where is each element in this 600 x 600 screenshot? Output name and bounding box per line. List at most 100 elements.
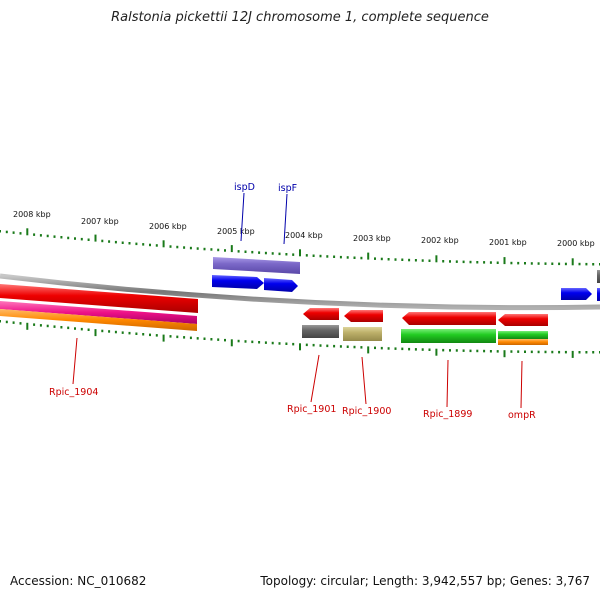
- major-tick: [26, 322, 29, 330]
- major-tick: [571, 258, 574, 266]
- gene-ispf-arrow[interactable]: [264, 278, 298, 292]
- minor-tick: [189, 336, 192, 340]
- minor-tick: [189, 246, 192, 250]
- minor-tick: [483, 349, 486, 353]
- gene-edge-blue-block[interactable]: [597, 288, 600, 301]
- gene-label-ispf[interactable]: ispF: [278, 183, 297, 194]
- minor-tick: [564, 262, 567, 266]
- minor-tick: [387, 347, 390, 350]
- gene-label-rpic-1904[interactable]: Rpic_1904: [49, 387, 98, 398]
- gene-label-ispd[interactable]: ispD: [234, 182, 255, 193]
- gene-label-rpic-1900[interactable]: Rpic_1900: [342, 406, 391, 417]
- ispd-leader: [240, 192, 245, 242]
- minor-tick: [0, 230, 1, 233]
- minor-tick: [292, 253, 295, 256]
- minor-tick: [489, 350, 492, 353]
- minor-tick: [578, 351, 581, 354]
- minor-tick: [60, 326, 63, 329]
- minor-tick: [353, 345, 356, 349]
- minor-tick: [394, 347, 397, 350]
- minor-tick: [442, 348, 445, 352]
- feature-rpic-1901-gray[interactable]: [302, 325, 339, 338]
- feature-rpic-1904-magenta[interactable]: [0, 301, 197, 324]
- gene-labels: ispD ispF Rpic_1904 Rpic_1901 Rpic_1900 …: [49, 182, 536, 421]
- minor-tick: [544, 350, 547, 354]
- map-title: Ralstonia pickettii 12J chromosome 1, co…: [111, 10, 489, 25]
- minor-tick: [585, 351, 588, 354]
- minor-tick: [476, 261, 479, 264]
- minor-tick: [264, 251, 267, 255]
- minor-tick: [271, 252, 274, 255]
- minor-tick: [67, 326, 70, 330]
- minor-tick: [244, 250, 247, 253]
- gene-rpic-1900-arrow[interactable]: [344, 310, 383, 322]
- minor-tick: [142, 243, 145, 246]
- minor-tick: [496, 261, 499, 264]
- minor-tick: [333, 344, 336, 348]
- accession-text: Accession: NC_010682: [10, 574, 147, 588]
- kbp-label: 2006 kbp: [149, 222, 187, 231]
- minor-tick: [537, 350, 540, 354]
- minor-tick: [224, 338, 226, 342]
- minor-tick: [510, 261, 513, 265]
- feature-ompr-green[interactable]: [498, 331, 548, 339]
- gene-edge-gray-block[interactable]: [597, 270, 600, 283]
- minor-tick: [319, 254, 322, 258]
- minor-tick: [305, 254, 308, 257]
- minor-tick: [33, 233, 36, 236]
- gene-right-blue-arrow[interactable]: [561, 288, 592, 300]
- minor-tick: [217, 338, 220, 341]
- minor-tick: [544, 262, 547, 265]
- minor-tick: [142, 333, 145, 336]
- minor-tick: [530, 262, 533, 265]
- minor-tick: [5, 230, 8, 234]
- minor-tick: [5, 320, 8, 324]
- minor-tick: [401, 258, 404, 261]
- minor-tick: [346, 256, 349, 259]
- gene-ompr-arrow[interactable]: [498, 314, 548, 326]
- feature-ispd-region[interactable]: [213, 257, 300, 274]
- feature-rpic-1904-orange[interactable]: [0, 309, 197, 331]
- minor-tick: [312, 254, 315, 257]
- minor-tick: [414, 259, 417, 262]
- lower-tick-row: [0, 320, 600, 358]
- minor-tick: [496, 350, 499, 353]
- minor-tick: [585, 262, 588, 266]
- feature-ompr-orange[interactable]: [498, 339, 548, 345]
- minor-tick: [537, 262, 540, 265]
- minor-tick: [114, 240, 117, 244]
- kbp-label: 2002 kbp: [421, 236, 459, 245]
- minor-tick: [421, 259, 424, 262]
- minor-tick: [210, 338, 213, 341]
- feature-rpic-1900-khaki[interactable]: [343, 327, 382, 341]
- minor-tick: [53, 235, 56, 238]
- gene-ispd-arrow[interactable]: [212, 275, 264, 289]
- minor-tick: [12, 321, 15, 324]
- minor-tick: [462, 349, 465, 352]
- minor-tick: [128, 331, 131, 335]
- minor-tick: [39, 324, 42, 327]
- gene-rpic-1904-arrow[interactable]: [0, 284, 198, 313]
- rpic-1901-leader: [310, 354, 320, 403]
- rpic-1899-leader: [446, 359, 449, 408]
- minor-tick: [46, 324, 49, 328]
- minor-tick: [135, 242, 138, 246]
- gene-rpic-1899-arrow[interactable]: [402, 312, 496, 325]
- gene-label-ompr[interactable]: ompR: [508, 410, 536, 421]
- gene-rpic-1901-arrow[interactable]: [303, 308, 339, 320]
- feature-rpic-1899-green[interactable]: [401, 329, 496, 343]
- major-tick: [367, 252, 370, 260]
- lower-features: [0, 284, 548, 345]
- minor-tick: [264, 341, 267, 344]
- gene-label-rpic-1901[interactable]: Rpic_1901: [287, 404, 336, 415]
- minor-tick: [524, 262, 526, 265]
- minor-tick: [319, 344, 322, 347]
- minor-tick: [462, 260, 465, 264]
- minor-tick: [558, 262, 561, 266]
- minor-tick: [414, 348, 417, 351]
- minor-tick: [258, 341, 261, 344]
- minor-tick: [183, 246, 186, 249]
- gene-label-rpic-1899[interactable]: Rpic_1899: [423, 409, 472, 420]
- minor-tick: [510, 350, 513, 353]
- minor-tick: [210, 248, 213, 251]
